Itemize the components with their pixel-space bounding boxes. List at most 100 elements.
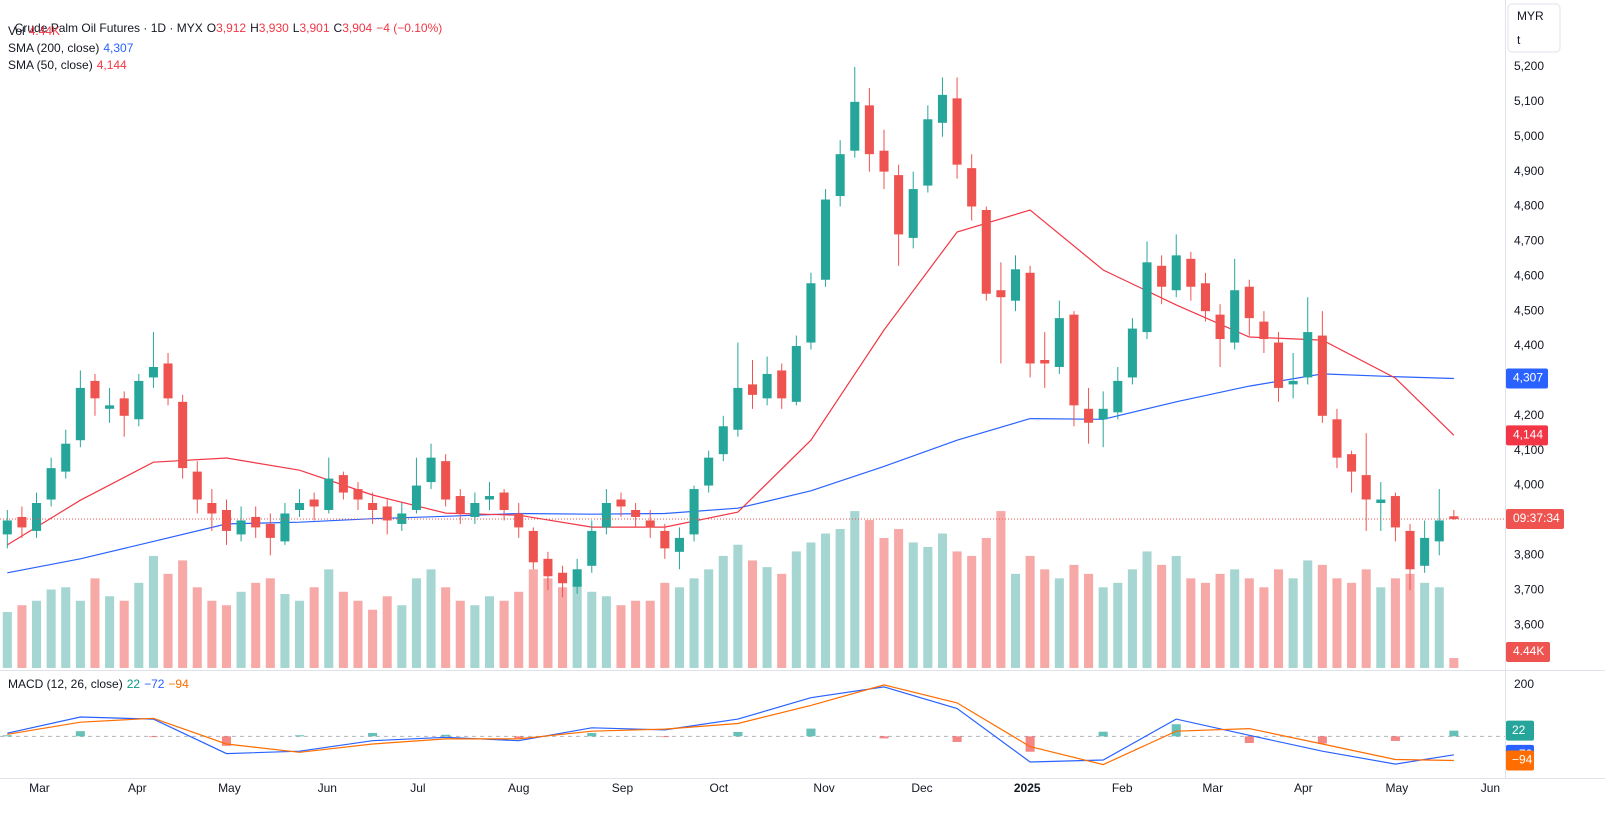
candle-body <box>674 537 684 552</box>
y-tick-label: 5,200 <box>1514 59 1544 73</box>
candle-body <box>1332 419 1342 458</box>
volume-bar <box>236 591 246 668</box>
candle-body <box>1420 537 1430 566</box>
volume-bar <box>601 596 611 668</box>
ohlc-value: 3,904 <box>342 21 373 35</box>
x-tick-label: Jun <box>318 781 337 795</box>
volume-bar <box>908 542 918 668</box>
candle-body <box>631 509 641 517</box>
candle-body <box>1084 408 1094 423</box>
currency: MYR <box>1517 9 1544 23</box>
candle-body <box>1171 255 1181 291</box>
ohlc-letter: L <box>292 21 300 35</box>
candle-body <box>368 503 378 510</box>
volume-bar <box>937 533 947 668</box>
candle-body <box>704 457 714 486</box>
macd-histogram-bar <box>368 732 378 737</box>
volume-bar <box>163 573 173 668</box>
candle-body <box>952 98 962 165</box>
volume-bar <box>514 591 524 668</box>
volume-bar <box>747 560 758 668</box>
volume-bar <box>718 555 728 668</box>
candle-body <box>1098 408 1108 420</box>
candle-body <box>397 513 407 524</box>
legend-sma50: SMA (50, close) 4,144 <box>8 58 131 72</box>
candle-body <box>1215 314 1225 340</box>
candle-body <box>1317 335 1327 416</box>
macd-histogram-bar <box>75 731 85 737</box>
volume-bar <box>704 569 714 668</box>
macd-histogram-bar <box>1390 736 1400 741</box>
histogram-badge <box>1506 720 1534 741</box>
x-tick-label: Dec <box>911 781 932 795</box>
candle-body <box>207 503 217 514</box>
signal-line <box>7 684 1454 766</box>
volume-bar <box>821 533 831 668</box>
candle-body <box>1273 342 1284 388</box>
candle-body <box>1259 321 1269 340</box>
macd-histogram-bar <box>295 735 305 737</box>
candle-body <box>163 363 173 399</box>
macd-histogram-bar <box>1171 724 1181 737</box>
candle-body <box>1230 290 1240 343</box>
volume-bar <box>1288 578 1298 668</box>
volume-bar <box>1376 587 1386 668</box>
volume-bar <box>221 605 232 668</box>
candle-body <box>353 489 363 500</box>
countdown: 09:37:34 <box>1513 511 1560 525</box>
volume-value: 4.44K <box>28 24 61 38</box>
candle-body <box>90 380 100 399</box>
volume-bar <box>864 520 874 668</box>
candle-body <box>324 478 334 510</box>
volume-bar <box>879 537 889 668</box>
currency-box[interactable] <box>1507 3 1561 53</box>
x-tick-label: Jul <box>410 781 425 795</box>
y-tick-label: 4,900 <box>1514 164 1544 178</box>
macd-histogram-bar <box>514 736 524 739</box>
macd-value: −72 <box>144 677 165 691</box>
volume-bar <box>777 573 787 668</box>
candle-body <box>75 387 85 441</box>
volume-bar <box>411 578 421 668</box>
candle-body <box>382 506 392 521</box>
candle-body <box>835 154 845 197</box>
candle-body <box>981 209 991 294</box>
volume-bar <box>251 582 261 668</box>
y-tick-label: 3,700 <box>1514 582 1544 596</box>
ohlc-letter: C <box>333 21 343 35</box>
volume-bar <box>1215 573 1225 668</box>
volume-bar <box>543 578 553 668</box>
volume-bar <box>368 609 378 668</box>
candle-body <box>1390 496 1400 528</box>
candle-body <box>879 150 889 172</box>
x-tick-label: Oct <box>710 781 729 795</box>
candle-body <box>411 485 421 510</box>
volume-bar <box>148 555 158 668</box>
volume-bar <box>660 582 670 668</box>
y-tick-label: 5,000 <box>1514 129 1544 143</box>
x-tick-label: Nov <box>813 781 834 795</box>
candle-body <box>251 516 261 528</box>
candle-body <box>1376 499 1386 504</box>
volume-bar <box>470 605 480 668</box>
macd-histogram-bar <box>2 735 12 737</box>
macd-histogram-bar <box>1244 736 1254 744</box>
candle-body <box>46 468 56 500</box>
volume-bar <box>1361 569 1371 668</box>
y-tick-label: 4,800 <box>1514 199 1544 213</box>
volume-bar <box>338 591 348 668</box>
sma-value: 4,307 <box>103 41 134 55</box>
candle-body <box>1113 380 1123 413</box>
candle-body <box>923 119 933 186</box>
volume-bar <box>572 582 582 668</box>
candle-body <box>1010 269 1021 301</box>
candle-body <box>1054 318 1064 367</box>
candle-body <box>996 290 1006 298</box>
volume-bar <box>2 611 12 668</box>
ohlc-value: 3,901 <box>299 21 330 35</box>
y-tick-label: 4,200 <box>1514 408 1544 422</box>
candle-body <box>61 443 71 472</box>
candle-body <box>1200 283 1210 312</box>
macd-histogram-bar <box>221 736 232 746</box>
candle-body <box>660 530 670 549</box>
